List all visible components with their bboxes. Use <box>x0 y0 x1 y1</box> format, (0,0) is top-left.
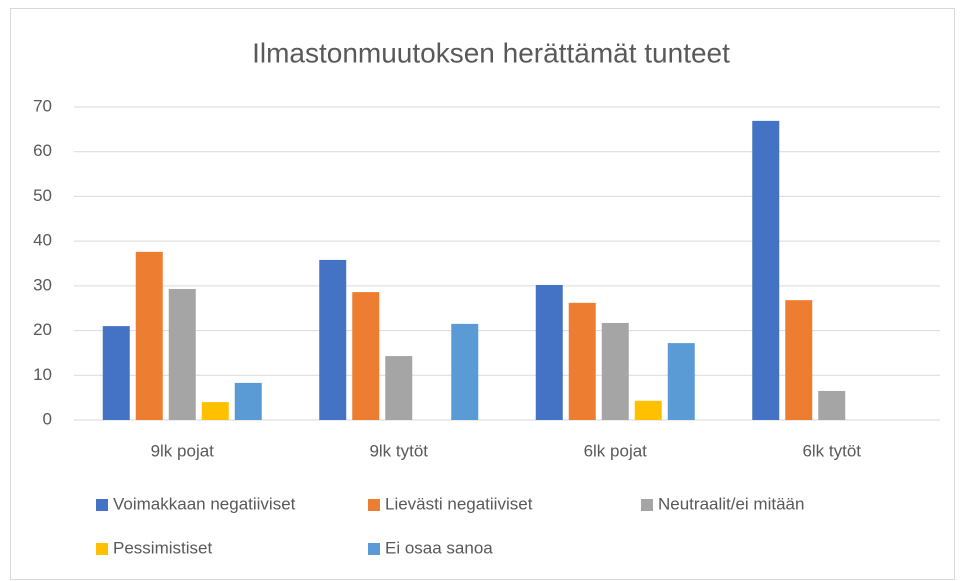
bar <box>634 400 662 420</box>
bar <box>234 382 262 420</box>
y-tick-label: 40 <box>33 231 52 250</box>
y-tick-label: 0 <box>43 409 52 428</box>
bar <box>385 356 413 420</box>
legend-label: Lievästi negatiiviset <box>385 494 533 513</box>
bar <box>168 288 196 420</box>
legend-label: Voimakkaan negatiiviset <box>113 494 296 513</box>
bar <box>135 251 163 420</box>
chart-frame <box>10 8 955 580</box>
bar <box>535 284 563 420</box>
legend-label: Ei osaa sanoa <box>385 538 493 557</box>
x-tick-label: 9lk pojat <box>151 441 215 460</box>
bar <box>601 322 629 420</box>
y-tick-label: 70 <box>33 96 52 115</box>
chart-title: Ilmastonmuutoksen herättämät tunteet <box>252 37 730 68</box>
x-tick-label: 6lk pojat <box>584 441 648 460</box>
bar <box>102 326 130 420</box>
legend-label: Pessimistiset <box>113 538 212 557</box>
y-tick-label: 10 <box>33 365 52 384</box>
y-tick-label: 20 <box>33 320 52 339</box>
x-tick-label: 9lk tytöt <box>369 441 428 460</box>
bar <box>818 390 846 420</box>
bar <box>352 292 380 420</box>
legend-swatch <box>96 499 108 511</box>
y-tick-label: 60 <box>33 141 52 160</box>
bar <box>752 120 780 421</box>
legend-swatch <box>641 499 653 511</box>
x-tick-label: 6lk tytöt <box>802 441 861 460</box>
bar <box>451 323 479 420</box>
legend-swatch <box>368 499 380 511</box>
bar <box>785 300 813 420</box>
legend-swatch <box>368 543 380 555</box>
y-tick-label: 30 <box>33 275 52 294</box>
legend-swatch <box>96 543 108 555</box>
bar <box>319 259 347 420</box>
bar <box>568 302 596 420</box>
bar <box>667 343 695 420</box>
y-tick-label: 50 <box>33 186 52 205</box>
bar <box>201 402 229 420</box>
legend-label: Neutraalit/ei mitään <box>658 494 804 513</box>
